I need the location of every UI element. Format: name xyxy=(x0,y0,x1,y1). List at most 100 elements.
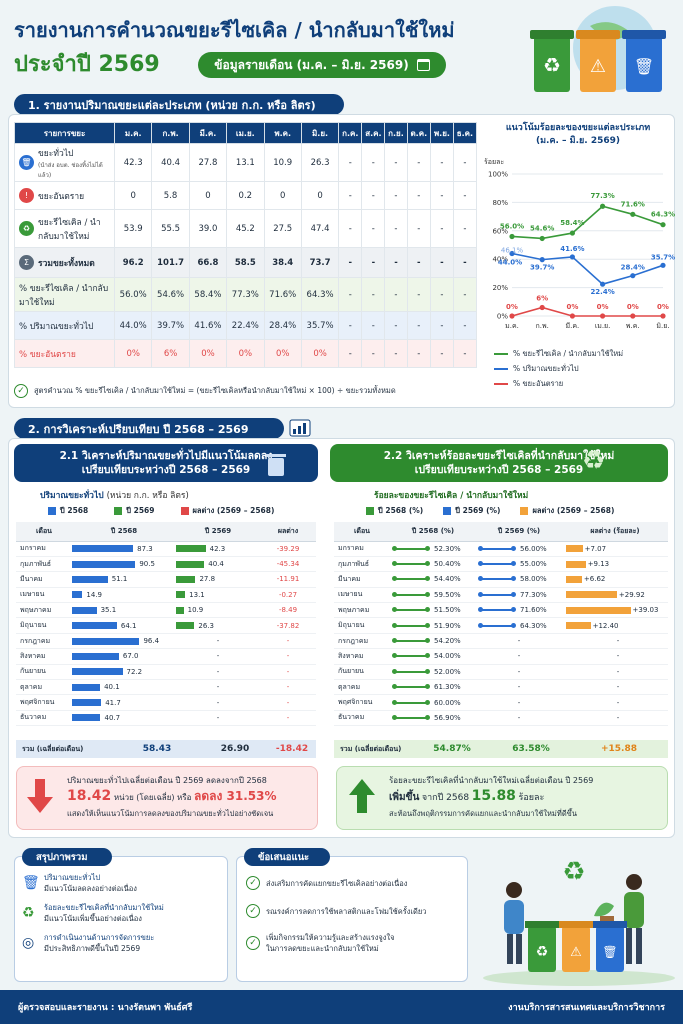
dot-line-2568 xyxy=(392,622,430,628)
row-label: ขยะอันตราย xyxy=(38,189,114,203)
value-cell: - xyxy=(338,277,363,312)
table-row: สิงหาคม 54.00% - - xyxy=(334,648,668,665)
value-cell: - xyxy=(452,247,478,278)
table-row: กันยายน 72.2 - - xyxy=(16,664,316,681)
pct-2568-cell: 54.20% xyxy=(390,633,476,650)
value-cell: 0% xyxy=(263,339,302,368)
general-compare-table: เดือน ปี 2568 ปี 2569 ผลต่าง มกราคม 87.3 4… xyxy=(16,522,316,727)
svg-text:🗑: 🗑 xyxy=(602,945,617,959)
pct-2568: 52.00% xyxy=(434,667,461,676)
value-2568-cell: 64.1 xyxy=(72,617,176,634)
value-cell: - xyxy=(338,339,363,368)
report-title: รายงานการคำนวณขยะรีไซเคิล / นำกลับมาใช้ใ… xyxy=(14,18,455,42)
bar-2568 xyxy=(72,606,97,614)
diff-bar xyxy=(566,560,586,568)
data-label: 0% xyxy=(657,303,669,311)
value-cell: 56.0% xyxy=(113,277,153,312)
value-cell: - xyxy=(338,311,363,340)
table-row: มิถุนายน 64.1 26.3 -37.82 xyxy=(16,617,316,634)
waste-type-icon: ♻ xyxy=(19,221,34,236)
col-month: มี.ค. xyxy=(188,122,228,144)
recycle-note-line1: ร้อยละขยะรีไซเคิลที่นำกลับมาใช้ใหม่เฉลี่… xyxy=(389,776,594,785)
data-point xyxy=(660,313,666,319)
up-arrow-icon xyxy=(349,779,375,813)
table-row: มิถุนายน 51.90% 64.30% +12.40 xyxy=(334,617,668,634)
bar-2568 xyxy=(72,575,108,583)
bar-2569 xyxy=(176,622,195,630)
table-row: กรกฎาคม 54.20% - - xyxy=(334,633,668,650)
value-cell: 45.2 xyxy=(226,209,265,248)
value-2568: 35.1 xyxy=(100,606,117,615)
pct-2568-cell: 52.30% xyxy=(390,541,476,557)
value-cell: - xyxy=(406,181,432,210)
formula-row: ✓ สูตรคำนวณ % ขยะรีไซเคิล / นำกลับมาใช้ใ… xyxy=(14,384,474,398)
legend-label: % ปริมาณขยะทั่วไป xyxy=(513,364,579,373)
bar-2568 xyxy=(72,652,119,660)
value-cell: - xyxy=(361,247,386,278)
month-cell: สิงหาคม xyxy=(334,648,390,665)
col-month: เดือน xyxy=(16,522,72,542)
general-note: ปริมาณขยะทั่วไปเฉลี่ยต่อเดือน ปี 2569 ลด… xyxy=(16,766,318,830)
pct-2569: - xyxy=(517,652,521,661)
pct-2569-cell: 64.30% xyxy=(476,617,562,634)
diff-cell: - xyxy=(562,633,668,650)
data-label: 28.4% xyxy=(621,264,645,272)
month-cell: มีนาคม xyxy=(16,571,72,588)
dot-line-2568 xyxy=(392,668,430,674)
value-cell: 0 xyxy=(188,181,228,210)
value-cell: 0.2 xyxy=(226,181,265,210)
diff-bar xyxy=(566,622,591,630)
diff-cell: -8.49 xyxy=(260,602,316,619)
value-cell: 28.4% xyxy=(263,311,302,340)
data-label: 0% xyxy=(627,303,639,311)
trash-icon: 🗑 xyxy=(22,875,40,891)
series-line xyxy=(511,252,664,286)
y-axis-label: ร้อยละ xyxy=(484,158,504,166)
general-legend: ปี 2568 ปี 2569 ผลต่าง (2569 – 2568) xyxy=(48,505,274,517)
value-2569: 10.9 xyxy=(187,606,204,615)
suggestion-heading: ข้อเสนอแนะ xyxy=(244,848,330,866)
data-label: 0% xyxy=(506,303,518,311)
data-label: 6% xyxy=(536,294,548,302)
trend-line-chart: ร้อยละ 0% 20% 40% 60% 80% 100% ม.ค. ก.พ. มี.ค. เม.… xyxy=(484,158,675,330)
value-cell: 96.2 xyxy=(113,247,153,278)
value-2569-cell: 13.1 xyxy=(176,587,260,604)
pct-2569: - xyxy=(517,698,521,707)
data-point xyxy=(539,235,545,242)
suggestion-line1: ส่งเสริมการคัดแยกขยะรีไซเคิลอย่างต่อเนื่… xyxy=(266,878,408,888)
diff-bar xyxy=(566,545,583,553)
table-row: กุมภาพันธ์ 50.40% 55.00% +9.13 xyxy=(334,556,668,573)
value-cell: 39.0 xyxy=(188,209,228,248)
value-cell: 47.4 xyxy=(300,209,340,248)
total-2569: 63.58% xyxy=(512,744,550,754)
col-month: พ.ย. xyxy=(430,122,454,144)
value-2569: 40.4 xyxy=(208,560,224,569)
diff-value: - xyxy=(616,652,620,661)
series-line xyxy=(511,205,664,240)
pct-2568: 61.30% xyxy=(434,683,461,692)
suggestion-item: ✓ ส่งเสริมการคัดแยกขยะรีไซเคิลอย่างต่อเนื… xyxy=(246,876,466,890)
value-cell: - xyxy=(384,143,408,182)
value-cell: 26.3 xyxy=(300,143,340,182)
value-cell: 101.7 xyxy=(151,247,190,278)
value-2569-cell: - xyxy=(176,694,260,711)
value-cell: - xyxy=(430,181,454,210)
col-2568: ปี 2568 (%) xyxy=(390,522,476,542)
col-month: ม.ค. xyxy=(113,122,153,144)
legend-label: ปี 2569 (%) xyxy=(455,506,501,515)
value-cell: - xyxy=(338,143,363,182)
recycle-note-line2: เพิ่มขึ้น จากปี 2568 15.88 ร้อยละ xyxy=(389,786,659,808)
value-2569-cell: 42.3 xyxy=(176,541,260,557)
suggestion-card xyxy=(236,856,468,982)
recycle-icon: ♻ xyxy=(22,905,35,921)
dot-line-2568 xyxy=(392,607,430,613)
col-month: ธ.ค. xyxy=(452,122,478,144)
dot-line-2569 xyxy=(478,591,516,597)
data-point xyxy=(509,250,515,257)
bar-2568 xyxy=(72,560,136,568)
value-cell: - xyxy=(384,277,408,312)
value-2569-cell: 27.8 xyxy=(176,571,260,588)
diff-cell: +39.03 xyxy=(562,602,668,619)
summary-card xyxy=(14,856,228,982)
value-2569-cell: - xyxy=(176,648,260,665)
